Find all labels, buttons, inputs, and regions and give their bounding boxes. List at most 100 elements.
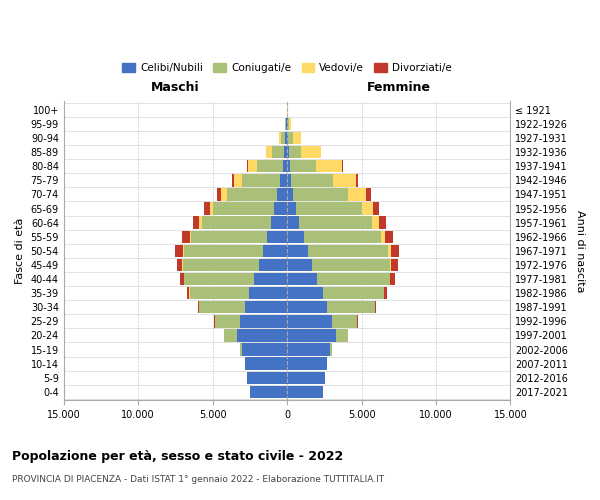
Bar — [287, 188, 293, 200]
Bar — [290, 160, 316, 172]
Bar — [289, 118, 290, 130]
Bar — [323, 287, 384, 300]
Bar — [245, 301, 287, 314]
Bar — [287, 160, 290, 172]
Bar — [375, 301, 376, 314]
Bar — [224, 329, 236, 342]
Bar — [232, 174, 233, 186]
Bar — [259, 258, 287, 271]
Bar — [287, 216, 299, 229]
Bar — [281, 132, 286, 144]
Bar — [287, 118, 289, 130]
Bar — [250, 386, 287, 398]
Bar — [191, 230, 267, 243]
Bar — [193, 216, 199, 229]
Bar — [214, 202, 274, 214]
Bar — [242, 344, 287, 355]
Bar — [284, 146, 287, 158]
Bar — [236, 329, 287, 342]
Bar — [288, 132, 293, 144]
Bar — [247, 372, 287, 384]
Bar — [176, 258, 182, 271]
Bar — [240, 344, 242, 355]
Bar — [274, 202, 287, 214]
Bar — [313, 258, 390, 271]
Bar — [287, 329, 336, 342]
Bar — [199, 216, 202, 229]
Text: Femmine: Femmine — [367, 80, 431, 94]
Bar — [199, 301, 245, 314]
Bar — [272, 146, 284, 158]
Bar — [349, 188, 367, 200]
Bar — [257, 160, 283, 172]
Bar — [187, 287, 190, 300]
Bar — [182, 230, 190, 243]
Bar — [287, 301, 328, 314]
Bar — [286, 132, 287, 144]
Bar — [287, 344, 329, 355]
Bar — [247, 160, 248, 172]
Bar — [381, 230, 385, 243]
Bar — [221, 188, 227, 200]
Bar — [198, 301, 199, 314]
Bar — [367, 188, 371, 200]
Bar — [390, 258, 391, 271]
Bar — [316, 160, 343, 172]
Bar — [372, 216, 379, 229]
Bar — [249, 287, 287, 300]
Bar — [301, 146, 320, 158]
Bar — [210, 202, 214, 214]
Bar — [190, 230, 191, 243]
Bar — [184, 273, 254, 285]
Bar — [379, 216, 386, 229]
Bar — [266, 146, 272, 158]
Bar — [181, 273, 184, 285]
Bar — [328, 301, 375, 314]
Bar — [215, 315, 240, 328]
Bar — [287, 287, 323, 300]
Bar — [329, 344, 332, 355]
Bar — [356, 174, 358, 186]
Bar — [384, 287, 386, 300]
Bar — [233, 174, 242, 186]
Bar — [286, 118, 287, 130]
Bar — [388, 244, 391, 257]
Bar — [279, 132, 281, 144]
Bar — [240, 315, 287, 328]
Bar — [242, 174, 280, 186]
Bar — [333, 174, 356, 186]
Bar — [205, 202, 210, 214]
Bar — [183, 258, 259, 271]
Bar — [263, 244, 287, 257]
Bar — [245, 358, 287, 370]
Bar — [299, 216, 372, 229]
Bar — [293, 188, 349, 200]
Bar — [175, 244, 183, 257]
Bar — [285, 118, 286, 130]
Bar — [267, 230, 287, 243]
Bar — [190, 287, 249, 300]
Bar — [248, 160, 257, 172]
Bar — [283, 160, 287, 172]
Bar — [289, 146, 301, 158]
Bar — [293, 132, 301, 144]
Bar — [287, 230, 304, 243]
Bar — [184, 244, 263, 257]
Bar — [287, 372, 325, 384]
Y-axis label: Fasce di età: Fasce di età — [15, 218, 25, 284]
Bar — [304, 230, 381, 243]
Bar — [287, 174, 292, 186]
Bar — [287, 146, 289, 158]
Bar — [373, 202, 379, 214]
Bar — [287, 315, 332, 328]
Text: Maschi: Maschi — [151, 80, 200, 94]
Bar — [217, 188, 221, 200]
Bar — [287, 273, 317, 285]
Bar — [183, 244, 184, 257]
Bar — [254, 273, 287, 285]
Bar — [277, 188, 287, 200]
Y-axis label: Anni di nascita: Anni di nascita — [575, 210, 585, 292]
Bar — [391, 244, 399, 257]
Bar — [287, 202, 296, 214]
Bar — [287, 358, 328, 370]
